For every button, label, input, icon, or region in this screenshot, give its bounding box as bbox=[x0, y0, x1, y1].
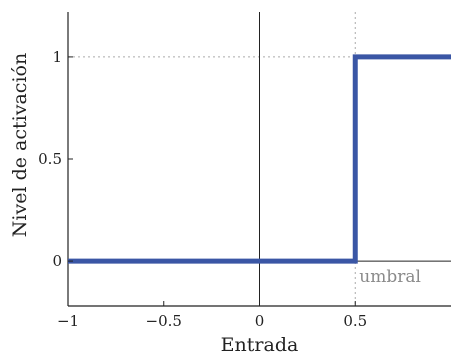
y-tick-label-1: 0.5 bbox=[38, 150, 62, 168]
x-tick-label-1: −0.5 bbox=[146, 312, 182, 330]
x-axis-title: Entrada bbox=[221, 334, 299, 354]
series-line-0 bbox=[68, 54, 451, 264]
y-tick-label-2: 1 bbox=[52, 48, 62, 66]
y-axis-title: Nivel de activación bbox=[9, 53, 31, 237]
ticks-group: −1 −0.5 0 0.5 0 0.5 1 bbox=[38, 48, 367, 330]
y-tick-label-0: 0 bbox=[52, 252, 62, 270]
threshold-label: umbral bbox=[359, 267, 421, 287]
x-tick-label-3: 0.5 bbox=[343, 312, 367, 330]
x-tick-label-2: 0 bbox=[255, 312, 265, 330]
x-tick-label-0: −1 bbox=[57, 312, 79, 330]
series-group bbox=[68, 54, 451, 264]
